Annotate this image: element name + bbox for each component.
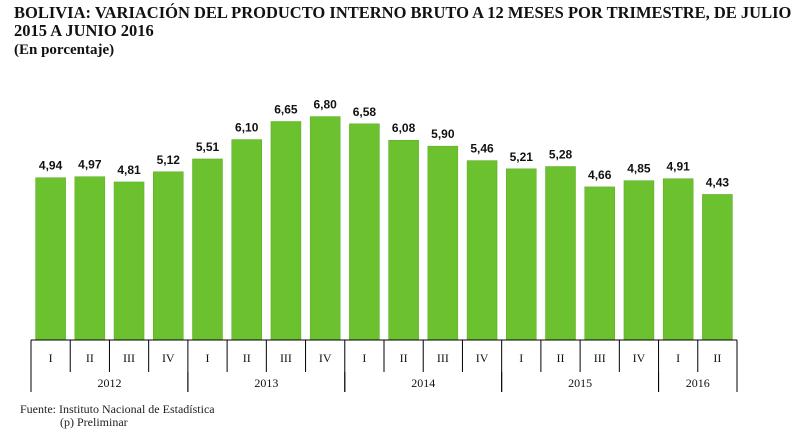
tick-label: IV — [162, 351, 175, 365]
data-label: 4,81 — [117, 163, 141, 177]
tick-label: II — [400, 351, 408, 365]
data-label: 4,85 — [627, 162, 651, 176]
tick-label: I — [206, 351, 210, 365]
data-label: 6,08 — [392, 121, 416, 135]
tick-label: II — [86, 351, 94, 365]
tick-label: I — [676, 351, 680, 365]
group-label: 2014 — [411, 376, 435, 390]
chart-subtitle: (En porcentaje) — [14, 42, 115, 58]
data-label: 4,43 — [706, 175, 730, 189]
tick-label: III — [437, 351, 449, 365]
preliminary-note: (p) Preliminar — [60, 415, 128, 429]
data-label: 6,58 — [353, 105, 377, 119]
data-label: 5,51 — [196, 140, 220, 154]
bar — [662, 178, 694, 341]
tick-label: III — [594, 351, 606, 365]
bar — [584, 186, 615, 341]
data-label: 6,10 — [235, 121, 259, 135]
tick-label: IV — [319, 351, 332, 365]
data-label: 4,94 — [39, 159, 63, 173]
tick-label: III — [280, 351, 292, 365]
bar — [388, 139, 419, 341]
bar — [349, 123, 380, 341]
bar — [427, 145, 459, 341]
tick-label: IV — [633, 351, 646, 365]
data-label: 5,90 — [431, 127, 455, 141]
bar — [192, 158, 223, 341]
bar — [702, 194, 733, 341]
tick-label: II — [557, 351, 565, 365]
tick-label: II — [713, 351, 721, 365]
bar — [309, 116, 341, 341]
data-label: 4,66 — [588, 168, 612, 182]
group-label: 2015 — [568, 376, 592, 390]
bar — [270, 121, 302, 341]
data-label: 4,91 — [666, 160, 690, 174]
bar — [623, 180, 655, 341]
bar — [113, 181, 145, 341]
chart-title: BOLIVIA: VARIACIÓN DEL PRODUCTO INTERNO … — [14, 3, 792, 40]
bar — [35, 177, 66, 341]
bar — [545, 166, 576, 341]
bar — [153, 171, 184, 341]
group-label: 2012 — [97, 376, 121, 390]
bar — [506, 168, 537, 341]
group-label: 2013 — [254, 376, 278, 390]
data-label: 5,21 — [510, 150, 534, 164]
tick-label: I — [362, 351, 366, 365]
data-label: 4,97 — [78, 158, 102, 172]
bar — [74, 176, 106, 341]
tick-label: III — [123, 351, 135, 365]
bar — [466, 160, 498, 341]
tick-label: II — [243, 351, 251, 365]
data-label: 5,28 — [549, 148, 573, 162]
tick-label: IV — [476, 351, 489, 365]
data-label: 6,80 — [313, 98, 337, 112]
data-label: 5,46 — [470, 142, 494, 156]
group-label: 2016 — [686, 376, 710, 390]
source-note: Fuente: Instituto Nacional de Estadístic… — [20, 402, 215, 416]
bar — [231, 139, 262, 341]
tick-label: I — [519, 351, 523, 365]
tick-label: I — [49, 351, 53, 365]
data-label: 5,12 — [157, 153, 181, 167]
data-label: 6,65 — [274, 103, 298, 117]
